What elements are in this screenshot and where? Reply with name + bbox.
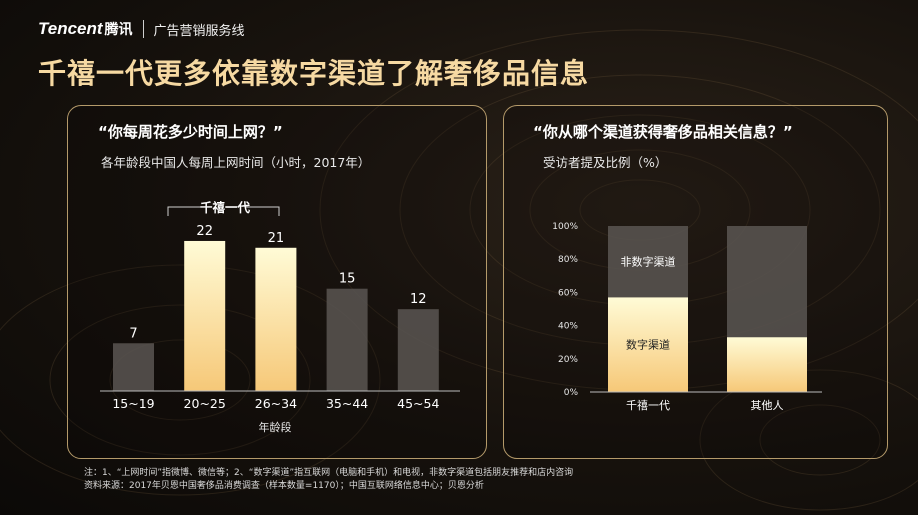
series-label-non-digital: 非数字渠道 (621, 255, 676, 269)
page-title: 千禧一代更多依靠数字渠道了解奢侈品信息 (38, 57, 590, 90)
bar-15~19 (113, 343, 154, 391)
right-subtitle: 受访者提及比例（%） (543, 155, 668, 170)
brand-logo-en: Tencent (38, 19, 103, 38)
bar-value-label: 12 (410, 292, 427, 307)
segment-digital (608, 297, 688, 392)
x-tick-label: 20~25 (184, 396, 226, 411)
bar-45~54 (397, 309, 439, 391)
x-tick-label: 千禧一代 (626, 399, 670, 412)
left-x-axis-label: 年龄段 (259, 420, 292, 434)
left-subtitle: 各年龄段中国人每周上网时间（小时，2017年） (101, 155, 371, 170)
y-tick-label: 0% (564, 388, 579, 398)
x-tick-label: 35~44 (326, 396, 368, 411)
footnote-notes: 注：1、“上网时间”指微博、微信等；2、“数字渠道”指互联网（电脑和手机）和电视… (84, 468, 574, 478)
x-tick-label: 15~19 (112, 396, 154, 411)
right-question: “你从哪个渠道获得奢侈品相关信息？” (533, 123, 793, 141)
segment-non-digital (727, 226, 807, 338)
segment-digital (727, 337, 807, 392)
bar-value-label: 15 (339, 272, 356, 287)
footnote: 注：1、“上网时间”指微博、微信等；2、“数字渠道”指互联网（电脑和手机）和电视… (84, 467, 573, 493)
bar-35~44 (326, 288, 368, 391)
y-tick-label: 80% (558, 255, 578, 265)
millennial-bracket-label: 千禧一代 (200, 200, 251, 215)
bar-value-label: 7 (129, 326, 137, 341)
brand-logo-cn: 腾讯 (104, 22, 133, 38)
bar-20~25 (184, 240, 226, 391)
footnote-sources: 资料来源：2017年贝恩中国奢侈品消费调查（样本数量=1170）；中国互联网络信… (84, 481, 484, 491)
brand-divider (142, 20, 144, 38)
right-panel (503, 105, 888, 459)
millennial-bracket (167, 206, 280, 216)
brand-subtitle: 广告营销服务线 (153, 23, 245, 39)
y-tick-label: 40% (558, 322, 578, 332)
y-tick-label: 100% (552, 222, 578, 232)
y-tick-label: 60% (558, 288, 578, 298)
x-tick-label: 其他人 (751, 399, 784, 412)
brand-header: Tencent 腾讯 广告营销服务线 (38, 18, 245, 40)
y-tick-label: 20% (558, 355, 578, 365)
left-panel (67, 105, 487, 459)
x-tick-label: 26~34 (255, 396, 297, 411)
left-question: “你每周花多少时间上网？” (98, 123, 283, 141)
segment-non-digital (608, 226, 688, 298)
bar-value-label: 22 (196, 224, 213, 239)
bar-26~34 (255, 247, 297, 391)
series-label-digital: 数字渠道 (626, 338, 670, 352)
x-tick-label: 45~54 (397, 396, 439, 411)
bar-value-label: 21 (268, 231, 285, 246)
